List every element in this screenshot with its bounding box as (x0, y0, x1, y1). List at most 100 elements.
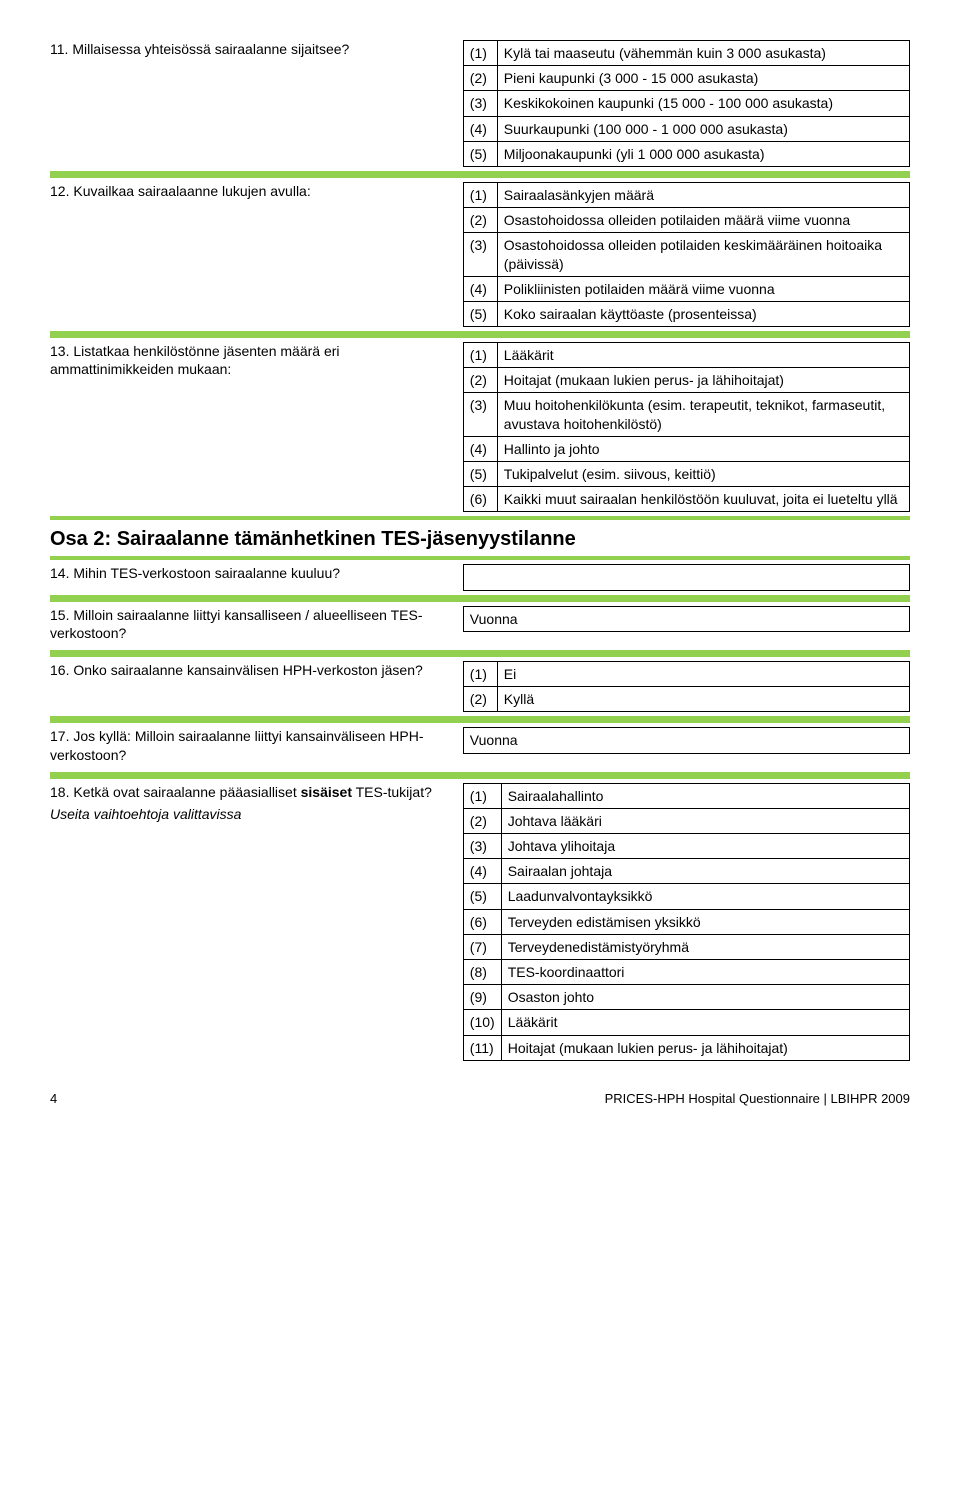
q12-text: 12. Kuvailkaa sairaalaanne lukujen avull… (50, 182, 453, 200)
option-text: Tukipalvelut (esim. siivous, keittiö) (497, 462, 909, 487)
option-text: Koko sairaalan käyttöaste (prosenteissa) (497, 301, 909, 326)
divider-bar (50, 516, 910, 520)
option-row: (7)Terveydenedistämistyöryhmä (463, 934, 909, 959)
option-text: Laadunvalvontayksikkö (501, 884, 909, 909)
option-num: (9) (463, 985, 501, 1010)
option-row: (3)Keskikokoinen kaupunki (15 000 - 100 … (463, 91, 909, 116)
divider-bar (50, 772, 910, 779)
question-11: 11. Millaisessa yhteisössä sairaalanne s… (50, 40, 910, 167)
q12-options-table: (1)Sairaalasänkyjen määrä (2)Osastohoido… (463, 182, 910, 327)
option-row: (5)Laadunvalvontayksikkö (463, 884, 909, 909)
option-row: (1)Sairaalasänkyjen määrä (463, 182, 909, 207)
option-text: Lääkärit (501, 1010, 909, 1035)
option-num: (3) (463, 91, 497, 116)
option-row: (4)Hallinto ja johto (463, 436, 909, 461)
option-num: (6) (463, 909, 501, 934)
q13-text: 13. Listatkaa henkilöstönne jäsenten mää… (50, 342, 453, 378)
question-17: 17. Jos kyllä: Milloin sairaalanne liitt… (50, 727, 910, 767)
q18-text-a: 18. Ketkä ovat sairaalanne pääasialliset (50, 784, 301, 800)
option-text: Sairaalahallinto (501, 783, 909, 808)
option-text: Osaston johto (501, 985, 909, 1010)
option-row: (2)Osastohoidossa olleiden potilaiden mä… (463, 208, 909, 233)
option-row: (4)Sairaalan johtaja (463, 859, 909, 884)
q16-text: 16. Onko sairaalanne kansainvälisen HPH-… (50, 661, 453, 679)
q18-text: 18. Ketkä ovat sairaalanne pääasialliset… (50, 783, 453, 801)
option-num: (11) (463, 1035, 501, 1060)
option-text: Johtava lääkäri (501, 808, 909, 833)
option-num: (2) (463, 66, 497, 91)
option-num: (3) (463, 393, 497, 436)
empty-answer-cell (463, 565, 909, 590)
option-text: Kaikki muut sairaalan henkilöstöön kuulu… (497, 487, 909, 512)
question-14: 14. Mihin TES-verkostoon sairaalanne kuu… (50, 564, 910, 590)
option-num: (8) (463, 960, 501, 985)
option-row: (10)Lääkärit (463, 1010, 909, 1035)
option-text: Kyllä (497, 687, 909, 712)
page-footer: 4 PRICES-HPH Hospital Questionnaire | LB… (50, 1091, 910, 1108)
option-num: (1) (463, 182, 497, 207)
option-row: (1)Lääkärit (463, 343, 909, 368)
option-text: Keskikokoinen kaupunki (15 000 - 100 000… (497, 91, 909, 116)
option-row: (6)Kaikki muut sairaalan henkilöstöön ku… (463, 487, 909, 512)
option-num: (4) (463, 276, 497, 301)
q17-answer-table: Vuonna (463, 727, 910, 753)
option-num: (5) (463, 141, 497, 166)
option-row: (6)Terveyden edistämisen yksikkö (463, 909, 909, 934)
option-row: (1)Kylä tai maaseutu (vähemmän kuin 3 00… (463, 41, 909, 66)
option-num: (1) (463, 41, 497, 66)
option-row: (5)Tukipalvelut (esim. siivous, keittiö) (463, 462, 909, 487)
option-row: (2)Pieni kaupunki (3 000 - 15 000 asukas… (463, 66, 909, 91)
option-num: (4) (463, 436, 497, 461)
section-2-heading: Osa 2: Sairaalanne tämänhetkinen TES-jäs… (50, 526, 910, 552)
option-row: (1)Ei (463, 661, 909, 686)
option-text: Ei (497, 661, 909, 686)
option-num: (6) (463, 487, 497, 512)
option-row: (4)Suurkaupunki (100 000 - 1 000 000 asu… (463, 116, 909, 141)
option-text: Osastohoidossa olleiden potilaiden määrä… (497, 208, 909, 233)
divider-bar (50, 556, 910, 560)
question-15: 15. Milloin sairaalanne liittyi kansalli… (50, 606, 910, 646)
option-row: (9)Osaston johto (463, 985, 909, 1010)
option-num: (3) (463, 233, 497, 276)
option-text: Sairaalasänkyjen määrä (497, 182, 909, 207)
divider-bar (50, 171, 910, 178)
divider-bar (50, 650, 910, 657)
q11-options-table: (1)Kylä tai maaseutu (vähemmän kuin 3 00… (463, 40, 910, 167)
q15-answer-table: Vuonna (463, 606, 910, 632)
option-row: (3)Osastohoidossa olleiden potilaiden ke… (463, 233, 909, 276)
option-num: (5) (463, 462, 497, 487)
option-row: (11)Hoitajat (mukaan lukien perus- ja lä… (463, 1035, 909, 1060)
option-text: Miljoonakaupunki (yli 1 000 000 asukasta… (497, 141, 909, 166)
q14-text: 14. Mihin TES-verkostoon sairaalanne kuu… (50, 564, 453, 582)
option-text: Sairaalan johtaja (501, 859, 909, 884)
question-16: 16. Onko sairaalanne kansainvälisen HPH-… (50, 661, 910, 712)
divider-bar (50, 331, 910, 338)
option-text: Pieni kaupunki (3 000 - 15 000 asukasta) (497, 66, 909, 91)
q17-text: 17. Jos kyllä: Milloin sairaalanne liitt… (50, 727, 453, 763)
option-text: TES-koordinaattori (501, 960, 909, 985)
option-text: Hallinto ja johto (497, 436, 909, 461)
option-row: (2)Hoitajat (mukaan lukien perus- ja läh… (463, 368, 909, 393)
q11-text: 11. Millaisessa yhteisössä sairaalanne s… (50, 40, 453, 58)
option-num: (5) (463, 884, 501, 909)
option-text: Suurkaupunki (100 000 - 1 000 000 asukas… (497, 116, 909, 141)
question-13: 13. Listatkaa henkilöstönne jäsenten mää… (50, 342, 910, 512)
question-18: 18. Ketkä ovat sairaalanne pääasialliset… (50, 783, 910, 1061)
option-text: Lääkärit (497, 343, 909, 368)
option-row: (5)Miljoonakaupunki (yli 1 000 000 asuka… (463, 141, 909, 166)
question-12: 12. Kuvailkaa sairaalaanne lukujen avull… (50, 182, 910, 327)
option-text: Hoitajat (mukaan lukien perus- ja lähiho… (501, 1035, 909, 1060)
q18-note: Useita vaihtoehtoja valittavissa (50, 805, 453, 823)
option-text: Polikliinisten potilaiden määrä viime vu… (497, 276, 909, 301)
option-text: Hoitajat (mukaan lukien perus- ja lähiho… (497, 368, 909, 393)
option-row: (8)TES-koordinaattori (463, 960, 909, 985)
option-row: (5)Koko sairaalan käyttöaste (prosenteis… (463, 301, 909, 326)
q18-text-b: TES-tukijat? (352, 784, 432, 800)
q18-text-bold: sisäiset (301, 784, 352, 800)
q13-options-table: (1)Lääkärit (2)Hoitajat (mukaan lukien p… (463, 342, 910, 512)
q16-options-table: (1)Ei (2)Kyllä (463, 661, 910, 712)
option-num: (2) (463, 808, 501, 833)
option-num: (7) (463, 934, 501, 959)
q15-text: 15. Milloin sairaalanne liittyi kansalli… (50, 606, 453, 642)
divider-bar (50, 716, 910, 723)
